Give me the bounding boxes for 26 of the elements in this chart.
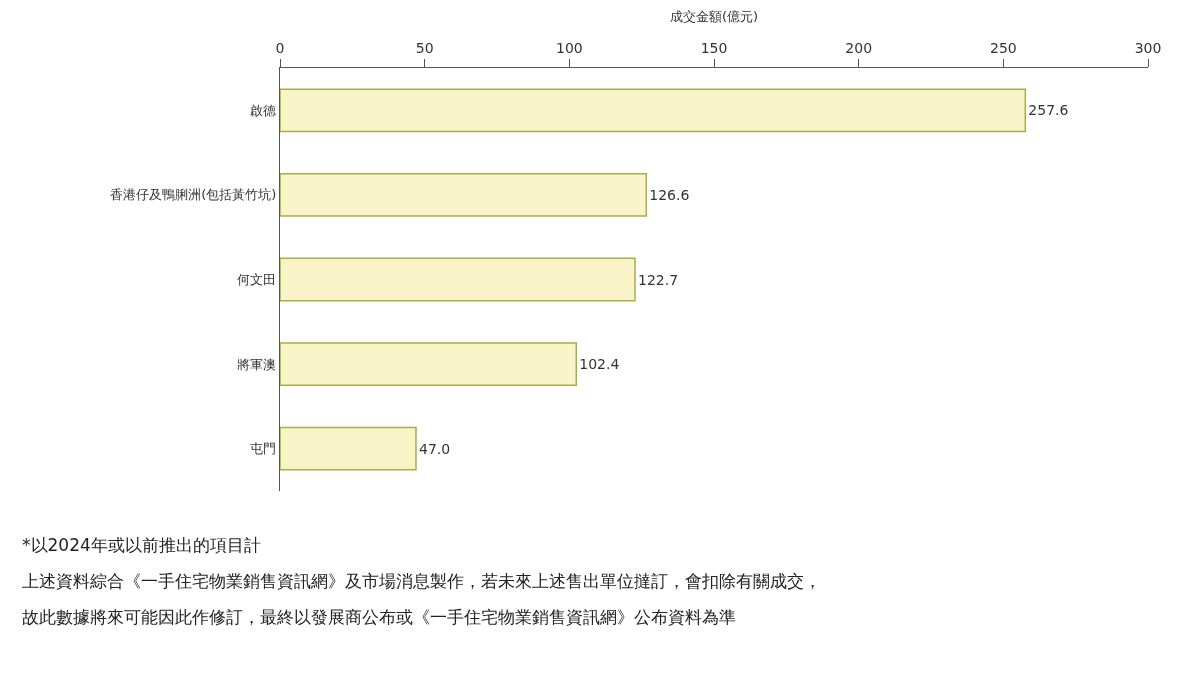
data-label: 126.6	[649, 186, 690, 203]
text: 故此數據將來可能因此作修訂，最終以發展商公布或《一手住宅物業銷售資訊網》公布資料為準	[22, 607, 736, 627]
bar	[280, 342, 578, 386]
x-tick-label: 0	[275, 40, 285, 57]
data-label: 47.0	[418, 440, 451, 457]
bar	[280, 426, 417, 471]
x-axis-title: 成交金額(億元)	[669, 9, 759, 25]
x-tick-label: 50	[415, 40, 434, 57]
text: 上述資料綜合《一手住宅物業銷售資訊網》及市場消息製作，若未來上述售出單位撻訂，會扣除有關成交，	[22, 571, 821, 591]
y-tick-label: 啟德	[250, 102, 277, 118]
bar	[280, 173, 648, 217]
data-label: 122.7	[638, 271, 679, 288]
y-tick-label: 香港仔及鴨脷洲(包括黃竹坑)	[110, 187, 277, 203]
bar	[280, 88, 1027, 133]
y-tick-label: 屯門	[250, 441, 277, 457]
data-label: 257.6	[1028, 102, 1069, 119]
x-tick-label: 150	[700, 40, 728, 57]
x-tick-label: 100	[555, 40, 583, 57]
bar	[280, 257, 636, 302]
y-tick-label: 何文田	[237, 272, 277, 288]
x-tick-label: 250	[989, 40, 1017, 57]
data-label: 102.4	[579, 356, 620, 373]
x-tick-label: 200	[845, 40, 873, 57]
y-tick-label: 將軍澳	[237, 356, 277, 372]
text: *以2024年或以前推出的項目計	[22, 535, 261, 555]
x-tick-label: 300	[1134, 40, 1162, 57]
